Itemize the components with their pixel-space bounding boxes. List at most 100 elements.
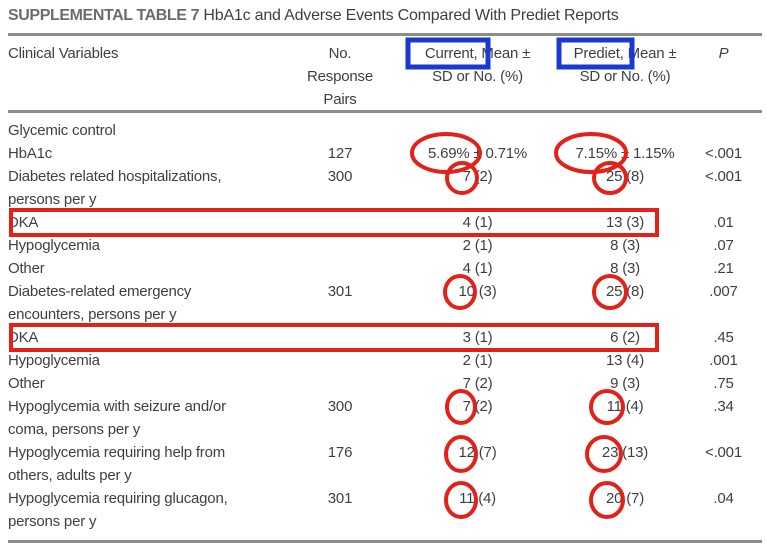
current-value-cell: [390, 303, 565, 326]
current-value-cell: 7 (2): [462, 168, 493, 185]
row-label-cell: Other: [8, 375, 45, 392]
prediet-value-cell: 11 (4): [606, 398, 644, 415]
table-row: Diabetes related hospitalizations, 300 7 (…: [8, 165, 762, 188]
col-header-response-pairs-line3: Pairs: [323, 91, 357, 108]
row-label-cell: persons per y: [8, 513, 97, 530]
table-row: Diabetes-related emergency 301 10 (3) 25 (8…: [8, 280, 762, 303]
current-value-cell: 4 (1): [462, 260, 493, 277]
row-label-cell: Hypoglycemia: [8, 352, 100, 369]
current-value-cell: 10 (3): [458, 283, 497, 300]
current-value-cell: [390, 111, 565, 142]
prediet-value-cell: 8 (3): [610, 237, 640, 254]
response-pairs-cell: 300: [327, 168, 353, 185]
row-label-cell: Hypoglycemia requiring glucagon,: [8, 490, 228, 507]
col-header-prediet: Prediet, Mean ±: [573, 45, 677, 62]
table-title-text: HbA1c and Adverse Events Compared With P…: [199, 7, 619, 24]
p-value-cell: [685, 188, 762, 211]
table-body: Glycemic control HbA1c 127 5.69% ± 0.71% 7.1…: [8, 111, 762, 533]
row-label-cell: HbA1c: [8, 145, 53, 162]
header-row-3: Pairs: [8, 88, 762, 111]
p-value-cell: .001: [709, 352, 738, 369]
p-value-cell: .21: [713, 260, 734, 277]
prediet-value-cell: 23 (13): [601, 444, 649, 461]
current-value-cell: 4 (1): [462, 214, 493, 231]
p-value-cell: .007: [709, 283, 738, 300]
row-label-cell: Hypoglycemia with seizure and/or: [8, 398, 226, 415]
table-row: persons per y: [8, 510, 762, 533]
table-row: Other 4 (1) 8 (3) .21: [8, 257, 762, 280]
row-label-cell: Hypoglycemia: [8, 237, 100, 254]
current-value-cell: 11 (4): [459, 490, 496, 507]
response-pairs-cell: [290, 188, 390, 211]
table-row: others, adults per y: [8, 464, 762, 487]
col-header-response-pairs: No.: [328, 45, 352, 62]
bottom-rule: [8, 540, 762, 543]
p-value-cell: [685, 111, 762, 142]
table-row: coma, persons per y: [8, 418, 762, 441]
row-label-cell: others, adults per y: [8, 467, 132, 484]
table-row: DKA 3 (1) 6 (2) .45: [8, 326, 762, 349]
row-label-cell: Hypoglycemia requiring help from: [8, 444, 226, 461]
current-value-cell: 2 (1): [462, 237, 493, 254]
prediet-value-cell: [565, 303, 685, 326]
current-value-cell: 2 (1): [462, 352, 493, 369]
p-value-cell: <.001: [705, 168, 742, 185]
response-pairs-cell: [290, 111, 390, 142]
header-row-2: Response SD or No. (%) SD or No. (%): [8, 65, 762, 88]
table-title: SUPPLEMENTAL TABLE 7 HbA1c and Adverse E…: [8, 6, 619, 26]
col-header-current: Current, Mean ±: [424, 45, 531, 62]
current-value-cell: 3 (1): [462, 329, 493, 346]
current-value-cell: 12 (7): [458, 444, 497, 461]
p-value-cell: [685, 510, 762, 533]
response-pairs-cell: [290, 303, 390, 326]
table-row: Glycemic control: [8, 111, 762, 142]
table-row: Hypoglycemia with seizure and/or 300 7 (2)…: [8, 395, 762, 418]
row-label-cell: encounters, persons per y: [8, 306, 177, 323]
prediet-value-cell: [565, 188, 685, 211]
table-row: Hypoglycemia 2 (1) 13 (4) .001: [8, 349, 762, 372]
response-pairs-cell: [290, 418, 390, 441]
row-label-cell: persons per y: [8, 191, 97, 208]
response-pairs-cell: [290, 349, 390, 372]
p-value-cell: [685, 418, 762, 441]
current-value-cell: [390, 464, 565, 487]
prediet-value-cell: 6 (2): [610, 329, 640, 346]
p-value-cell: .01: [713, 214, 734, 231]
prediet-value-cell: 25 (8): [606, 168, 644, 185]
prediet-value-cell: 8 (3): [610, 260, 640, 277]
current-value-cell: [390, 510, 565, 533]
row-label-cell: coma, persons per y: [8, 421, 141, 438]
prediet-value-cell: [565, 464, 685, 487]
table-row: Hypoglycemia requiring help from 176 12 (7…: [8, 441, 762, 464]
p-value-cell: .75: [713, 375, 734, 392]
response-pairs-cell: [290, 211, 390, 234]
col-header-clinical-variables: Clinical Variables: [8, 45, 119, 62]
col-header-current-line2: SD or No. (%): [432, 68, 523, 85]
row-label-cell: Glycemic control: [8, 122, 116, 139]
p-value-cell: [685, 464, 762, 487]
table-row: Hypoglycemia 2 (1) 8 (3) .07: [8, 234, 762, 257]
table-row: persons per y: [8, 188, 762, 211]
row-label-cell: Diabetes-related emergency: [8, 283, 192, 300]
header-row-1: Clinical Variables No. Current, Mean ± P…: [8, 36, 762, 65]
response-pairs-cell: 127: [327, 145, 353, 162]
response-pairs-cell: [290, 234, 390, 257]
p-value-cell: .04: [713, 490, 734, 507]
row-label-cell: Other: [8, 260, 45, 277]
response-pairs-cell: [290, 257, 390, 280]
prediet-value-cell: 25 (8): [606, 283, 644, 300]
col-header-p-value: P: [718, 45, 729, 62]
col-header-response-pairs-line2: Response: [307, 68, 373, 85]
table-row: Hypoglycemia requiring glucagon, 301 11 (4…: [8, 487, 762, 510]
col-header-prediet-line2: SD or No. (%): [579, 68, 671, 85]
table-row: HbA1c 127 5.69% ± 0.71% 7.15% ± 1.15% <.001: [8, 142, 762, 165]
top-rule: [8, 33, 762, 36]
table-row: DKA 4 (1) 13 (3) .01: [8, 211, 762, 234]
current-value-cell: [390, 418, 565, 441]
current-value-cell: 5.69% ± 0.71%: [427, 145, 528, 162]
row-label-cell: DKA: [8, 329, 39, 346]
p-value-cell: <.001: [705, 444, 742, 461]
prediet-value-cell: 7.15% ± 1.15%: [575, 145, 675, 162]
current-value-cell: 7 (2): [462, 398, 493, 415]
